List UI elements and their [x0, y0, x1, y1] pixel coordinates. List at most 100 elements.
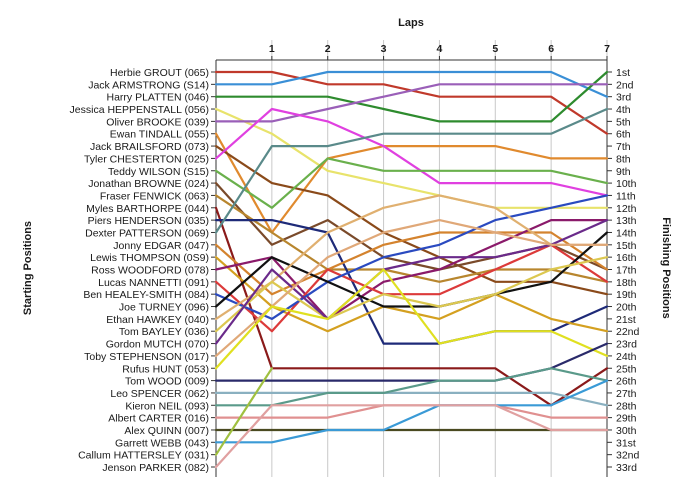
finishing-label: 7th	[616, 141, 631, 153]
series-line-23	[214, 219, 609, 345]
series-line-31	[214, 379, 609, 444]
starting-label: Jenson PARKER (082)	[102, 462, 209, 474]
finishing-label: 1st	[616, 67, 630, 79]
starting-label: Garrett WEBB (043)	[115, 437, 209, 449]
series-line-16	[214, 256, 609, 333]
starting-label: Oliver BROOKE (039)	[106, 116, 209, 128]
finishing-position-labels: 1st2nd3rd4th5th6th7th8th9th10th11th12th1…	[616, 67, 640, 474]
series-line-29	[214, 404, 609, 419]
starting-label: Dexter PATTERSON (069)	[85, 227, 209, 239]
starting-label: Ben HEALEY-SMITH (084)	[83, 289, 209, 301]
starting-label: Callum HATTERSLEY (031)	[78, 450, 209, 462]
starting-label: Leo SPENCER (062)	[110, 388, 209, 400]
finishing-label: 26th	[616, 376, 637, 388]
starting-label: Joe TURNEY (096)	[119, 302, 209, 314]
starting-label: Kieron NEIL (093)	[125, 400, 209, 412]
x-tick-label: 3	[381, 43, 387, 55]
starting-label: Toby STEPHENSON (017)	[84, 351, 209, 363]
series-line-22	[214, 256, 609, 333]
series-line-9	[214, 157, 609, 209]
series-line-1	[214, 70, 609, 135]
finishing-label: 12th	[616, 203, 637, 215]
starting-label: Jonny EDGAR (047)	[113, 240, 209, 252]
finishing-label: 11th	[616, 190, 636, 202]
finishing-label: 5th	[616, 116, 631, 128]
starting-label: Harry PLATTEN (046)	[107, 92, 210, 104]
finishing-label: 17th	[616, 265, 637, 277]
starting-label: Teddy WILSON (S15)	[108, 166, 209, 178]
finishing-label: 10th	[616, 178, 637, 190]
starting-label: Lucas NANNETTI (091)	[98, 277, 209, 289]
chart-title: Laps	[398, 17, 424, 29]
starting-label: Rufus HUNT (053)	[122, 363, 209, 375]
finishing-label: 33rd	[616, 462, 637, 474]
series-line-8	[214, 107, 609, 197]
starting-label: Tyler CHESTERTON (025)	[84, 153, 209, 165]
finishing-label: 27th	[616, 388, 637, 400]
starting-label: Jack ARMSTRONG (S14)	[88, 79, 209, 91]
finishing-label: 20th	[616, 302, 637, 314]
finishing-label: 6th	[616, 129, 631, 141]
starting-label: Jonathan BROWNE (024)	[88, 178, 209, 190]
series-line-15	[214, 231, 609, 296]
finishing-label: 3rd	[616, 92, 631, 104]
finishing-label: 31st	[616, 437, 636, 449]
finishing-label: 15th	[616, 240, 637, 252]
x-tick-label: 6	[548, 43, 554, 55]
starting-position-labels: Herbie GROUT (065)Jack ARMSTRONG (S14)Ha…	[70, 67, 209, 474]
starting-label: Alex QUINN (007)	[124, 425, 209, 437]
starting-label: Albert CARTER (016)	[108, 413, 209, 425]
x-tick-label: 4	[437, 43, 443, 55]
finishing-label: 24th	[616, 351, 637, 363]
x-tick-label: 2	[325, 43, 331, 55]
x-tick-labels: 1 2 3 4 5 6 7	[269, 43, 610, 55]
series-line-28	[214, 367, 609, 407]
series-line-6	[214, 132, 609, 234]
series-line-32	[214, 367, 273, 456]
series-line-27	[214, 391, 609, 407]
finishing-label: 23rd	[616, 339, 637, 351]
starting-label: Jack BRAILSFORD (073)	[90, 141, 209, 153]
finishing-label: 21st	[616, 314, 636, 326]
starting-label: Ethan HAWKEY (040)	[106, 314, 209, 326]
x-tick-label: 5	[492, 43, 498, 55]
starting-label: Piers HENDERSON (035)	[88, 215, 209, 227]
grid	[271, 40, 608, 477]
starting-label: Myles BARTHORPE (044)	[86, 203, 209, 215]
x-tick-label: 1	[269, 43, 275, 55]
series-line-14	[214, 107, 609, 234]
finishing-label: 18th	[616, 277, 637, 289]
finishing-label: 30th	[616, 425, 637, 437]
series-line-33	[214, 404, 609, 469]
axes	[211, 56, 612, 477]
starting-label: Ewan TINDALL (055)	[110, 129, 209, 141]
finishing-label: 14th	[616, 227, 637, 239]
finishing-label: 32nd	[616, 450, 640, 462]
starting-label: Tom BAYLEY (036)	[119, 326, 209, 338]
series-line-3	[214, 70, 609, 123]
starting-label: Gordon MUTCH (070)	[106, 339, 209, 351]
series-lines	[214, 70, 609, 469]
y-axis-label-left: Starting Positions	[22, 221, 34, 315]
finishing-label: 29th	[616, 413, 637, 425]
finishing-label: 28th	[616, 400, 637, 412]
finishing-label: 22nd	[616, 326, 640, 338]
series-line-21	[214, 194, 609, 320]
series-line-12	[214, 206, 609, 407]
series-line-17	[214, 219, 609, 320]
finishing-label: 13th	[616, 215, 637, 227]
starting-label: Ross WOODFORD (078)	[91, 265, 209, 277]
finishing-label: 9th	[616, 166, 631, 178]
x-tick-label: 7	[604, 43, 610, 55]
starting-label: Jessica HEPPENSTALL (056)	[70, 104, 209, 116]
series-line-18	[214, 243, 609, 333]
starting-label: Lewis THOMPSON (0S9)	[90, 252, 209, 264]
finishing-label: 4th	[616, 104, 631, 116]
series-line-7	[214, 145, 609, 296]
finishing-label: 19th	[616, 289, 637, 301]
series-line-19	[214, 194, 609, 320]
finishing-label: 8th	[616, 153, 631, 165]
series-line-24	[214, 219, 609, 357]
series-line-26	[214, 342, 609, 382]
